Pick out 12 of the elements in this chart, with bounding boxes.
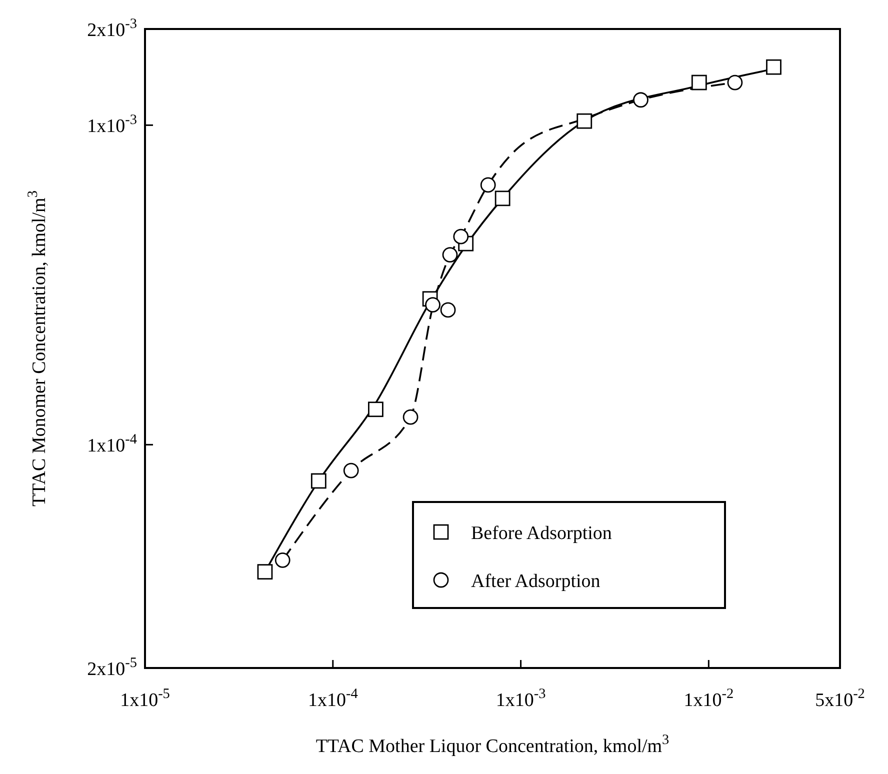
x-tick-label: 1x10$^{-2}$: [684, 686, 734, 711]
y-tick-label: 1x10$^{-4}$: [87, 432, 137, 457]
legend-label: After Adsorption: [471, 571, 601, 592]
x-tick-label: 1x10$^{-4}$: [308, 686, 358, 711]
x-tick-label: 1x10$^{-5}$: [120, 686, 170, 711]
x-axis-title: TTAC Mother Liquor Concentration, kmol/m$^{3}$: [316, 732, 670, 757]
x-tick-label: 5x10$^{-2}$: [815, 686, 865, 711]
x-tick-label: 1x10$^{-3}$: [496, 686, 546, 711]
legend-label: Before Adsorption: [471, 523, 612, 544]
y-tick-label: 2x10$^{-5}$: [87, 655, 137, 680]
y-tick-label: 1x10$^{-3}$: [87, 112, 137, 138]
y-tick-label: 2x10$^{-3}$: [87, 16, 137, 41]
